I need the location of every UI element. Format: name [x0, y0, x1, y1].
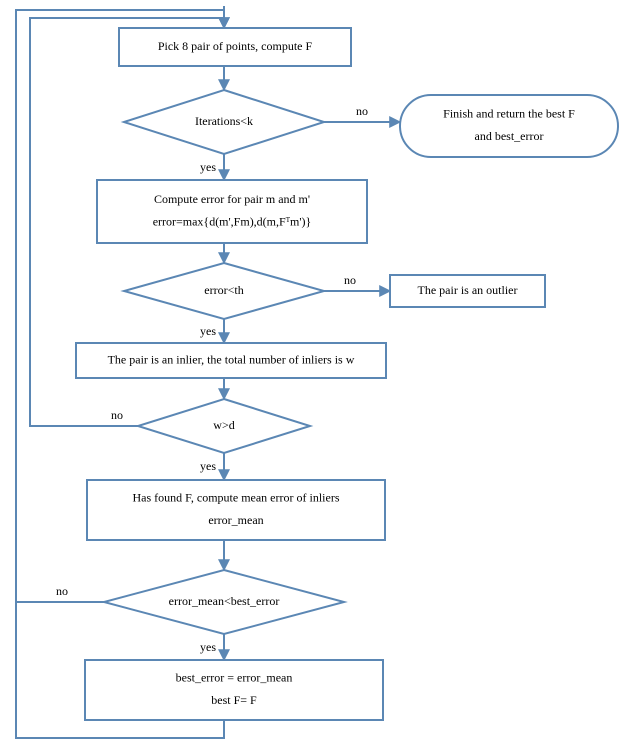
- edge-label: no: [56, 584, 68, 598]
- edge-label: no: [356, 104, 368, 118]
- node-text: and best_error: [475, 129, 544, 143]
- node-text: Finish and return the best F: [443, 106, 575, 120]
- node-text: Pick 8 pair of points, compute F: [158, 39, 313, 53]
- node-text: error=max{d(m',Fm),d(m,Fᵀm')}: [153, 215, 312, 229]
- node-text: w>d: [213, 418, 234, 432]
- edge-label: yes: [200, 324, 216, 338]
- terminal-box: [400, 95, 618, 157]
- node-text: Compute error for pair m and m': [154, 192, 310, 206]
- edge-label: no: [111, 408, 123, 422]
- edge-label: yes: [200, 459, 216, 473]
- process-box: [97, 180, 367, 243]
- process-box: [85, 660, 383, 720]
- node-text: best F= F: [211, 693, 257, 707]
- flowchart-canvas: yes no yes no yes no yes no Pick 8 pair of point…: [0, 0, 640, 751]
- node-text: best_error = error_mean: [176, 670, 293, 684]
- edge-label: yes: [200, 160, 216, 174]
- node-text: error_mean<best_error: [169, 594, 280, 608]
- process-box: [87, 480, 385, 540]
- node-text: The pair is an inlier, the total number …: [108, 352, 355, 366]
- node-text: error_mean: [208, 513, 263, 527]
- node-text: Has found F, compute mean error of inlie…: [133, 490, 340, 504]
- edge-label: yes: [200, 640, 216, 654]
- node-text: The pair is an outlier: [418, 283, 518, 297]
- node-text: Iterations<k: [195, 114, 253, 128]
- node-text: error<th: [204, 283, 243, 297]
- edge-label: no: [344, 273, 356, 287]
